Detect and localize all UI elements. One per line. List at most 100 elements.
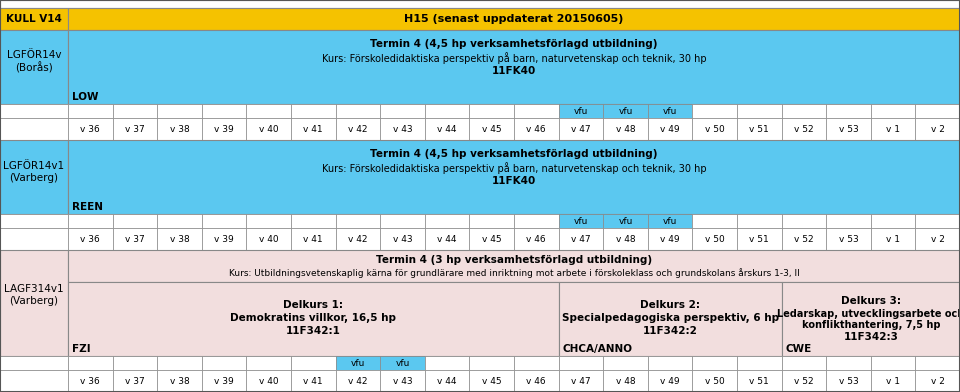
Bar — [202, 214, 247, 228]
Bar — [380, 370, 424, 392]
Bar — [469, 214, 514, 228]
Text: v 52: v 52 — [794, 125, 814, 134]
Bar — [469, 370, 514, 392]
Bar — [336, 118, 380, 140]
Bar — [603, 228, 648, 250]
Text: v 1: v 1 — [886, 376, 900, 385]
Bar — [291, 356, 336, 370]
Bar — [0, 228, 68, 250]
Text: vfu: vfu — [574, 107, 588, 116]
Text: Demokratins villkor, 16,5 hp: Demokratins villkor, 16,5 hp — [230, 313, 396, 323]
Text: Termin 4 (4,5 hp verksamhetsförlagd utbildning): Termin 4 (4,5 hp verksamhetsförlagd utbi… — [371, 149, 658, 159]
Bar — [424, 228, 469, 250]
Bar — [781, 214, 827, 228]
Bar — [157, 104, 202, 118]
Text: v 40: v 40 — [259, 125, 278, 134]
Text: v 41: v 41 — [303, 234, 324, 243]
Text: v 39: v 39 — [214, 234, 234, 243]
Text: Delkurs 3:: Delkurs 3: — [841, 296, 900, 306]
Bar — [68, 30, 960, 104]
Bar — [380, 118, 424, 140]
Bar — [692, 214, 737, 228]
Bar — [871, 228, 916, 250]
Bar — [68, 8, 960, 30]
Text: LGFÖR14v
(Borås): LGFÖR14v (Borås) — [7, 50, 61, 74]
Bar — [514, 370, 559, 392]
Bar — [514, 104, 559, 118]
Bar — [0, 214, 68, 228]
Text: v 37: v 37 — [125, 376, 145, 385]
Bar — [0, 8, 68, 30]
Text: v 50: v 50 — [705, 125, 725, 134]
Bar — [336, 214, 380, 228]
Bar — [827, 228, 871, 250]
Text: 11FK40: 11FK40 — [492, 176, 536, 186]
Bar — [871, 370, 916, 392]
Text: Kurs: Förskoledidaktiska perspektiv på barn, naturvetenskap och teknik, 30 hp: Kurs: Förskoledidaktiska perspektiv på b… — [322, 162, 707, 174]
Bar — [0, 30, 68, 104]
Text: vfu: vfu — [618, 216, 633, 225]
Text: vfu: vfu — [663, 216, 678, 225]
Bar — [603, 118, 648, 140]
Bar — [692, 104, 737, 118]
Bar — [916, 214, 960, 228]
Bar — [603, 214, 648, 228]
Bar — [0, 140, 68, 214]
Text: v 43: v 43 — [393, 125, 412, 134]
Bar — [737, 118, 781, 140]
Text: v 42: v 42 — [348, 376, 368, 385]
Bar — [291, 228, 336, 250]
Text: v 50: v 50 — [705, 376, 725, 385]
Text: CHCA/ANNO: CHCA/ANNO — [563, 344, 633, 354]
Bar — [380, 356, 424, 370]
Bar — [157, 370, 202, 392]
Text: Delkurs 1:: Delkurs 1: — [283, 300, 344, 310]
Bar — [202, 118, 247, 140]
Text: v 47: v 47 — [571, 125, 590, 134]
Bar — [648, 104, 692, 118]
Bar — [112, 104, 157, 118]
Text: v 41: v 41 — [303, 125, 324, 134]
Bar — [559, 356, 603, 370]
Text: v 40: v 40 — [259, 234, 278, 243]
Text: v 43: v 43 — [393, 376, 412, 385]
Text: 11FK40: 11FK40 — [492, 66, 536, 76]
Text: v 52: v 52 — [794, 376, 814, 385]
Bar — [692, 118, 737, 140]
Bar — [112, 118, 157, 140]
Text: v 49: v 49 — [660, 234, 680, 243]
Bar — [559, 118, 603, 140]
Text: v 41: v 41 — [303, 376, 324, 385]
Text: v 45: v 45 — [482, 234, 501, 243]
Text: v 36: v 36 — [81, 125, 100, 134]
Bar — [202, 370, 247, 392]
Bar — [781, 370, 827, 392]
Bar — [737, 228, 781, 250]
Bar — [781, 282, 960, 356]
Text: 11F342:3: 11F342:3 — [844, 332, 899, 342]
Text: konflikthantering, 7,5 hp: konflikthantering, 7,5 hp — [802, 320, 940, 330]
Bar — [871, 118, 916, 140]
Text: Delkurs 2:: Delkurs 2: — [640, 300, 700, 310]
Bar — [202, 356, 247, 370]
Text: v 2: v 2 — [931, 376, 945, 385]
Text: v 37: v 37 — [125, 125, 145, 134]
Text: v 49: v 49 — [660, 376, 680, 385]
Bar — [648, 370, 692, 392]
Text: v 53: v 53 — [839, 125, 858, 134]
Bar — [514, 118, 559, 140]
Bar — [0, 356, 68, 370]
Bar — [648, 118, 692, 140]
Bar — [827, 118, 871, 140]
Text: 11F342:1: 11F342:1 — [286, 326, 341, 336]
Bar — [247, 104, 291, 118]
Bar — [781, 104, 827, 118]
Bar — [247, 214, 291, 228]
Text: H15 (senast uppdaterat 20150605): H15 (senast uppdaterat 20150605) — [404, 14, 624, 24]
Bar — [68, 140, 960, 214]
Text: REEN: REEN — [72, 202, 103, 212]
Bar — [336, 356, 380, 370]
Bar — [380, 104, 424, 118]
Text: v 43: v 43 — [393, 234, 412, 243]
Text: v 52: v 52 — [794, 234, 814, 243]
